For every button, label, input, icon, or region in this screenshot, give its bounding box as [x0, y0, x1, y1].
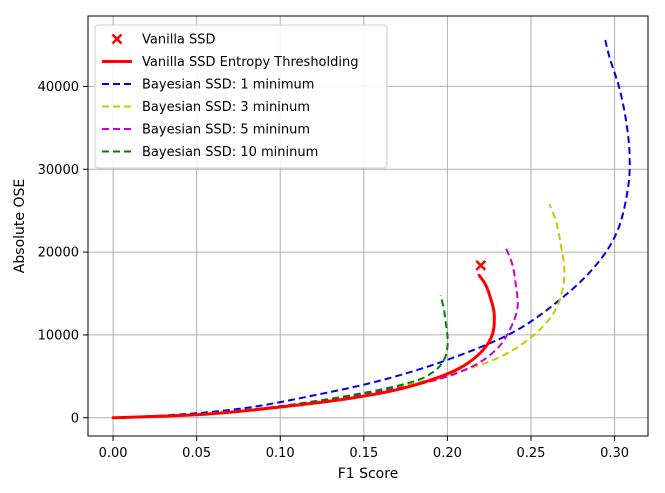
legend-entry: Bayesian SSD: 10 mininum	[102, 145, 318, 160]
point-marker-stroke	[475, 259, 487, 271]
series-line-bayesian-ssd-1-minimum	[113, 36, 631, 419]
series-layer	[111, 36, 631, 420]
legend-label: Vanilla SSD Entropy Thresholding	[142, 55, 358, 70]
x-tick-label: 0.10	[266, 446, 295, 461]
legend-label: Bayesian SSD: 10 mininum	[142, 145, 318, 160]
legend-label: Bayesian SSD: 1 minimum	[142, 78, 314, 93]
y-axis-label: Absolute OSE	[12, 179, 28, 273]
legend-entry: Vanilla SSD	[111, 33, 216, 48]
y-tick-label: 30000	[38, 163, 79, 178]
series-line-bayesian-ssd-3-mininum	[113, 203, 566, 419]
legend-entry: Bayesian SSD: 5 mininum	[102, 123, 310, 138]
series-line-vanilla-ssd-entropy-thresholding	[111, 273, 496, 420]
legend: Vanilla SSD Vanilla SSD Entropy Threshold…	[94, 24, 388, 169]
x-tick-label: 0.15	[349, 446, 378, 461]
y-tick-label: 20000	[38, 246, 79, 261]
legend-box	[94, 24, 388, 169]
x-tick-label: 0.05	[182, 446, 211, 461]
x-tick-label: 0.25	[517, 446, 546, 461]
legend-marker	[111, 33, 123, 45]
plot-frame	[87, 15, 649, 437]
legend-label: Vanilla SSD	[142, 33, 216, 48]
legend-entry: Bayesian SSD: 1 minimum	[102, 78, 314, 93]
legend-entry: Vanilla SSD Entropy Thresholding	[102, 55, 358, 70]
legend-entry: Bayesian SSD: 3 mininum	[102, 100, 310, 115]
series-line-bayesian-ssd-5-mininum	[113, 247, 519, 419]
y-tick-label: 0	[71, 411, 79, 426]
y-tick-label: 40000	[38, 80, 79, 95]
legend-label: Bayesian SSD: 3 mininum	[142, 100, 310, 115]
x-axis-label: F1 Score	[338, 466, 399, 482]
x-tick-label: 0.00	[99, 446, 128, 461]
x-tick-label: 0.20	[433, 446, 462, 461]
x-tick-label: 0.30	[600, 446, 629, 461]
ticks: 0.00 0.05 0.10 0.15 0.20 0.25 0.30 0 10000 20000 3…	[38, 80, 629, 461]
point-marker	[475, 259, 487, 271]
legend-label: Bayesian SSD: 5 mininum	[142, 123, 310, 138]
y-tick-label: 10000	[38, 328, 79, 343]
